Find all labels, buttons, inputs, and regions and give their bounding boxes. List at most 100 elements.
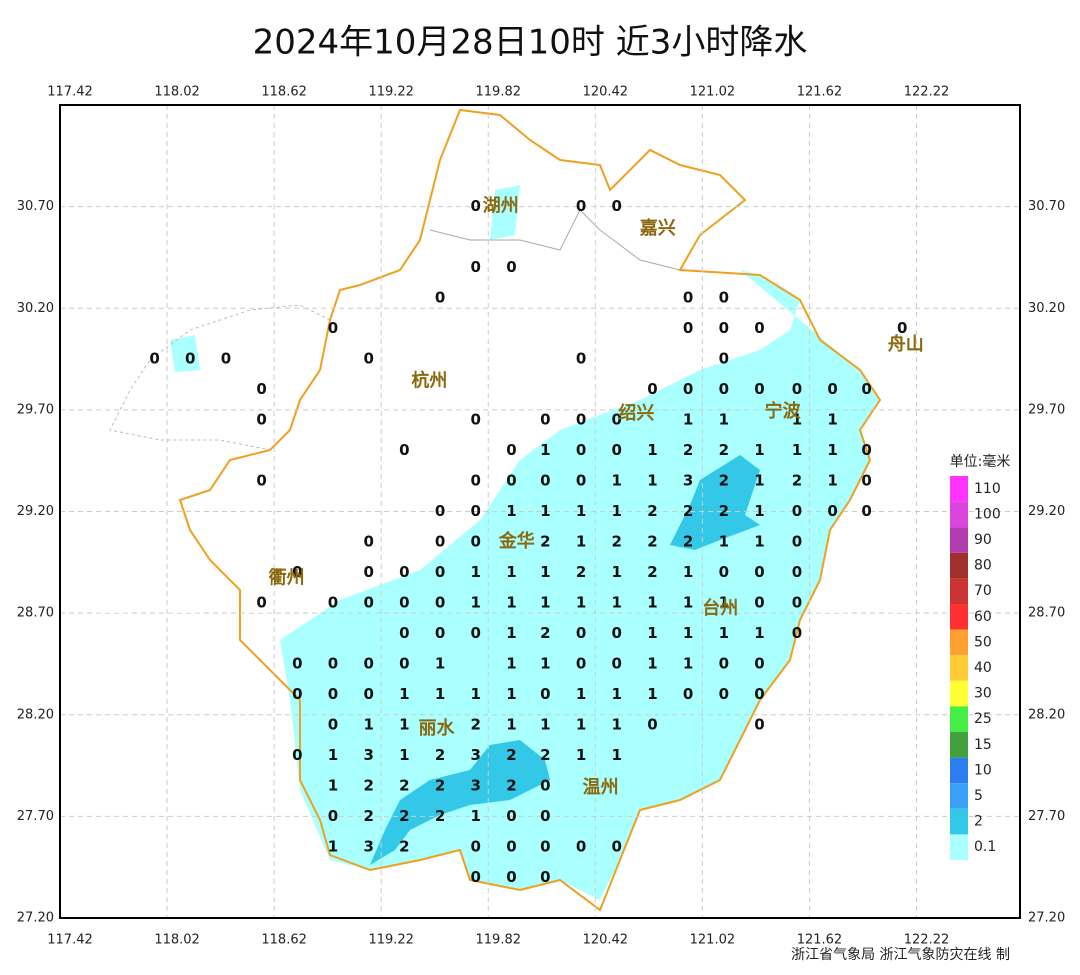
- province-border: [178, 108, 882, 912]
- legend-label: 60: [974, 609, 992, 625]
- station-value: 0: [861, 472, 871, 490]
- station-value: 1: [540, 441, 550, 459]
- city-label: 台州: [702, 597, 738, 619]
- station-value: 2: [719, 441, 729, 459]
- station-value: 2: [435, 807, 445, 825]
- station-value: 1: [683, 624, 693, 642]
- station-value: 0: [149, 350, 159, 368]
- station-value: 2: [719, 502, 729, 520]
- y-tick-label: 29.20: [1028, 504, 1065, 519]
- station-value: 0: [861, 441, 871, 459]
- station-value: 0: [612, 197, 622, 215]
- station-value: 0: [754, 563, 764, 581]
- x-tick-label: 120.42: [583, 933, 629, 948]
- station-value: 0: [754, 380, 764, 398]
- legend-label: 2: [974, 814, 983, 830]
- station-value: 1: [471, 563, 481, 581]
- y-tick-label: 28.70: [1028, 606, 1065, 621]
- station-value: 0: [647, 715, 657, 733]
- station-value: 1: [540, 593, 550, 611]
- legend-swatch: [950, 527, 968, 553]
- station-value: 2: [399, 807, 409, 825]
- legend-swatch: [950, 706, 968, 732]
- station-value: 0: [754, 715, 764, 733]
- station-value: 1: [683, 563, 693, 581]
- station-value: 0: [576, 624, 586, 642]
- station-value: 0: [861, 502, 871, 520]
- station-value: 1: [540, 654, 550, 672]
- rain-area-light: [170, 335, 200, 372]
- station-value: 2: [683, 502, 693, 520]
- city-label: 绍兴: [618, 402, 654, 424]
- x-tick-label: 119.22: [368, 85, 414, 100]
- legend-swatch: [950, 604, 968, 630]
- station-value: 0: [792, 380, 802, 398]
- grid: 117.42 117.42 118.02 118.02 118.62 118.62 119.…: [17, 85, 1065, 948]
- station-value: 0: [612, 654, 622, 672]
- station-value: 1: [399, 715, 409, 733]
- station-value: 0: [256, 380, 266, 398]
- station-value: 0: [540, 868, 550, 886]
- station-value: 1: [506, 593, 516, 611]
- station-value: 2: [399, 837, 409, 855]
- station-value: 2: [540, 532, 550, 550]
- station-value: 0: [435, 502, 445, 520]
- station-value: 1: [647, 685, 657, 703]
- station-value: 1: [506, 624, 516, 642]
- legend-swatch: [950, 629, 968, 656]
- station-value: 0: [363, 685, 373, 703]
- legend-label: 25: [974, 711, 992, 727]
- station-value: 2: [435, 746, 445, 764]
- rain-areas: [170, 185, 880, 900]
- y-tick-label: 30.70: [1028, 199, 1065, 214]
- station-value: 1: [827, 411, 837, 429]
- station-value: 0: [328, 593, 338, 611]
- neighbor-border: [109, 304, 331, 451]
- rain-area-mid: [370, 740, 550, 865]
- station-value: 1: [827, 441, 837, 459]
- legend-swatch: [950, 680, 968, 707]
- x-tick-label: 121.02: [690, 933, 736, 948]
- station-value: 1: [827, 472, 837, 490]
- station-value: 0: [471, 837, 481, 855]
- station-value: 3: [471, 776, 481, 794]
- station-value: 0: [576, 654, 586, 672]
- legend-swatch: [950, 757, 968, 784]
- station-value: 1: [719, 624, 729, 642]
- station-value: 0: [363, 563, 373, 581]
- station-value: 0: [612, 411, 622, 429]
- station-value: 1: [328, 776, 338, 794]
- station-value: 1: [683, 411, 693, 429]
- station-value: 0: [363, 593, 373, 611]
- station-value: 0: [792, 593, 802, 611]
- station-value: 2: [363, 807, 373, 825]
- station-value: 2: [719, 472, 729, 490]
- rain-area-light: [280, 270, 880, 900]
- y-tick-label: 27.20: [17, 911, 54, 926]
- station-value: 0: [471, 624, 481, 642]
- station-value: 1: [612, 746, 622, 764]
- station-value: 0: [363, 654, 373, 672]
- station-value: 0: [435, 624, 445, 642]
- station-value: 0: [861, 380, 871, 398]
- y-tick-label: 30.20: [1028, 301, 1065, 316]
- station-value: 0: [471, 258, 481, 276]
- station-value: 0: [612, 624, 622, 642]
- city-label: 杭州: [411, 369, 447, 391]
- station-value: 0: [471, 197, 481, 215]
- station-value: 0: [506, 807, 516, 825]
- y-tick-label: 27.70: [1028, 809, 1065, 824]
- station-value: 0: [683, 380, 693, 398]
- y-tick-label: 29.70: [17, 402, 54, 417]
- legend-title: 单位:毫米: [950, 453, 1011, 470]
- legend-label: 0.1: [974, 839, 996, 855]
- city-label: 丽水: [419, 717, 456, 739]
- station-value: 1: [435, 685, 445, 703]
- station-value: 0: [576, 350, 586, 368]
- city-label: 嘉兴: [639, 218, 676, 239]
- station-value: 0: [540, 837, 550, 855]
- station-value: 3: [471, 746, 481, 764]
- station-value: 1: [719, 411, 729, 429]
- station-value: 2: [647, 502, 657, 520]
